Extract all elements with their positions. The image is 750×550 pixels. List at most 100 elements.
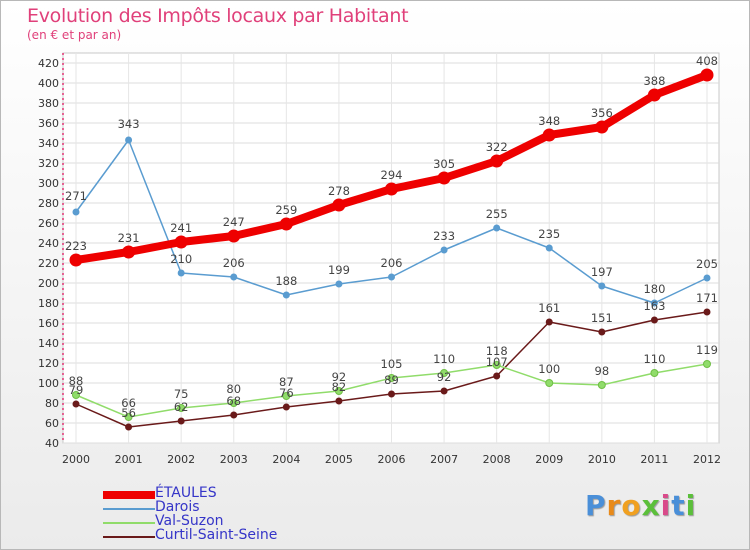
data-label: 197: [591, 265, 613, 279]
data-label: 110: [643, 352, 665, 366]
x-tick-label: 2012: [693, 453, 721, 466]
data-point: [703, 360, 711, 368]
x-tick-label: 2006: [378, 453, 406, 466]
data-label: 79: [69, 383, 84, 397]
x-tick-label: 2003: [220, 453, 248, 466]
y-tick-label: 140: [38, 337, 59, 350]
data-point: [282, 392, 291, 400]
x-tick-label: 2004: [272, 453, 300, 466]
x-tick-label: 2005: [325, 453, 353, 466]
data-point: [700, 68, 714, 82]
data-point: [597, 381, 606, 389]
logo-letter: i: [660, 489, 672, 522]
data-point: [437, 171, 451, 185]
data-point: [124, 413, 133, 421]
data-label: 92: [332, 370, 347, 384]
data-point: [545, 318, 553, 326]
y-tick-label: 240: [38, 237, 59, 250]
data-point: [650, 316, 658, 324]
legend-label: Darois: [155, 499, 200, 515]
legend-swatch: [103, 522, 155, 524]
x-tick-label: 2011: [640, 453, 668, 466]
y-tick-label: 60: [45, 417, 59, 430]
data-label: 188: [275, 274, 297, 288]
data-label: 233: [433, 229, 455, 243]
data-label: 171: [696, 291, 718, 305]
legend-swatch: [103, 508, 155, 510]
data-label: 206: [381, 256, 403, 270]
x-tick-label: 2007: [430, 453, 458, 466]
y-tick-label: 340: [38, 137, 59, 150]
data-label: 80: [226, 382, 241, 396]
data-label: 255: [486, 207, 508, 221]
data-point: [72, 400, 80, 408]
data-label: 82: [332, 380, 347, 394]
data-point: [493, 372, 501, 380]
logo-letter: o: [621, 489, 642, 522]
data-label: 89: [384, 373, 399, 387]
data-point: [335, 397, 343, 405]
data-label: 62: [174, 400, 189, 414]
data-label: 119: [696, 343, 718, 357]
y-tick-label: 220: [38, 257, 59, 270]
x-tick-label: 2002: [167, 453, 195, 466]
data-label: 98: [595, 364, 610, 378]
chart-title: Evolution des Impôts locaux par Habitant: [27, 5, 409, 27]
y-tick-label: 40: [45, 437, 59, 450]
y-tick-label: 400: [38, 77, 59, 90]
data-point: [490, 154, 504, 168]
x-tick-label: 2001: [115, 453, 143, 466]
y-tick-label: 120: [38, 357, 59, 370]
data-point: [388, 390, 395, 398]
x-tick-label: 2010: [588, 453, 616, 466]
y-tick-label: 420: [38, 57, 59, 70]
data-label: 110: [433, 352, 455, 366]
data-label: 180: [643, 282, 665, 296]
data-label: 210: [170, 252, 192, 266]
y-tick-label: 280: [38, 197, 59, 210]
data-point: [388, 273, 395, 281]
y-tick-label: 100: [38, 377, 59, 390]
legend-swatch: [103, 491, 155, 499]
y-tick-label: 320: [38, 157, 59, 170]
y-tick-label: 380: [38, 97, 59, 110]
legend-label: ÉTAULES: [155, 485, 217, 501]
data-label: 105: [381, 357, 403, 371]
data-point: [332, 198, 346, 212]
data-point: [177, 404, 186, 412]
y-tick-label: 360: [38, 117, 59, 130]
logo-letter: P: [585, 489, 607, 522]
data-point: [229, 399, 238, 407]
data-label: 259: [275, 203, 297, 217]
data-point: [230, 273, 238, 281]
legend-label: Curtil-Saint-Seine: [155, 527, 278, 543]
data-point: [282, 291, 290, 299]
data-label: 88: [69, 374, 84, 388]
data-point: [334, 387, 343, 395]
data-label: 76: [279, 386, 294, 400]
data-label: 343: [118, 117, 140, 131]
data-point: [125, 136, 133, 144]
data-point: [492, 361, 501, 369]
data-label: 241: [170, 221, 192, 235]
data-point: [282, 403, 290, 411]
data-point: [598, 282, 606, 290]
proxiti-logo: Proxiti: [585, 489, 696, 522]
data-point: [545, 379, 554, 387]
y-tick-label: 260: [38, 217, 59, 230]
y-tick-label: 300: [38, 177, 59, 190]
data-point: [493, 224, 501, 232]
data-label: 75: [174, 387, 189, 401]
data-point: [542, 128, 556, 142]
data-label: 118: [486, 344, 508, 358]
data-point: [335, 280, 343, 288]
data-label: 235: [538, 227, 560, 241]
y-tick-label: 80: [45, 397, 59, 410]
x-tick-label: 2009: [535, 453, 563, 466]
data-point: [227, 229, 241, 243]
data-label: 271: [65, 189, 87, 203]
data-label: 294: [381, 168, 403, 182]
data-point: [595, 120, 609, 134]
y-tick-label: 160: [38, 317, 59, 330]
